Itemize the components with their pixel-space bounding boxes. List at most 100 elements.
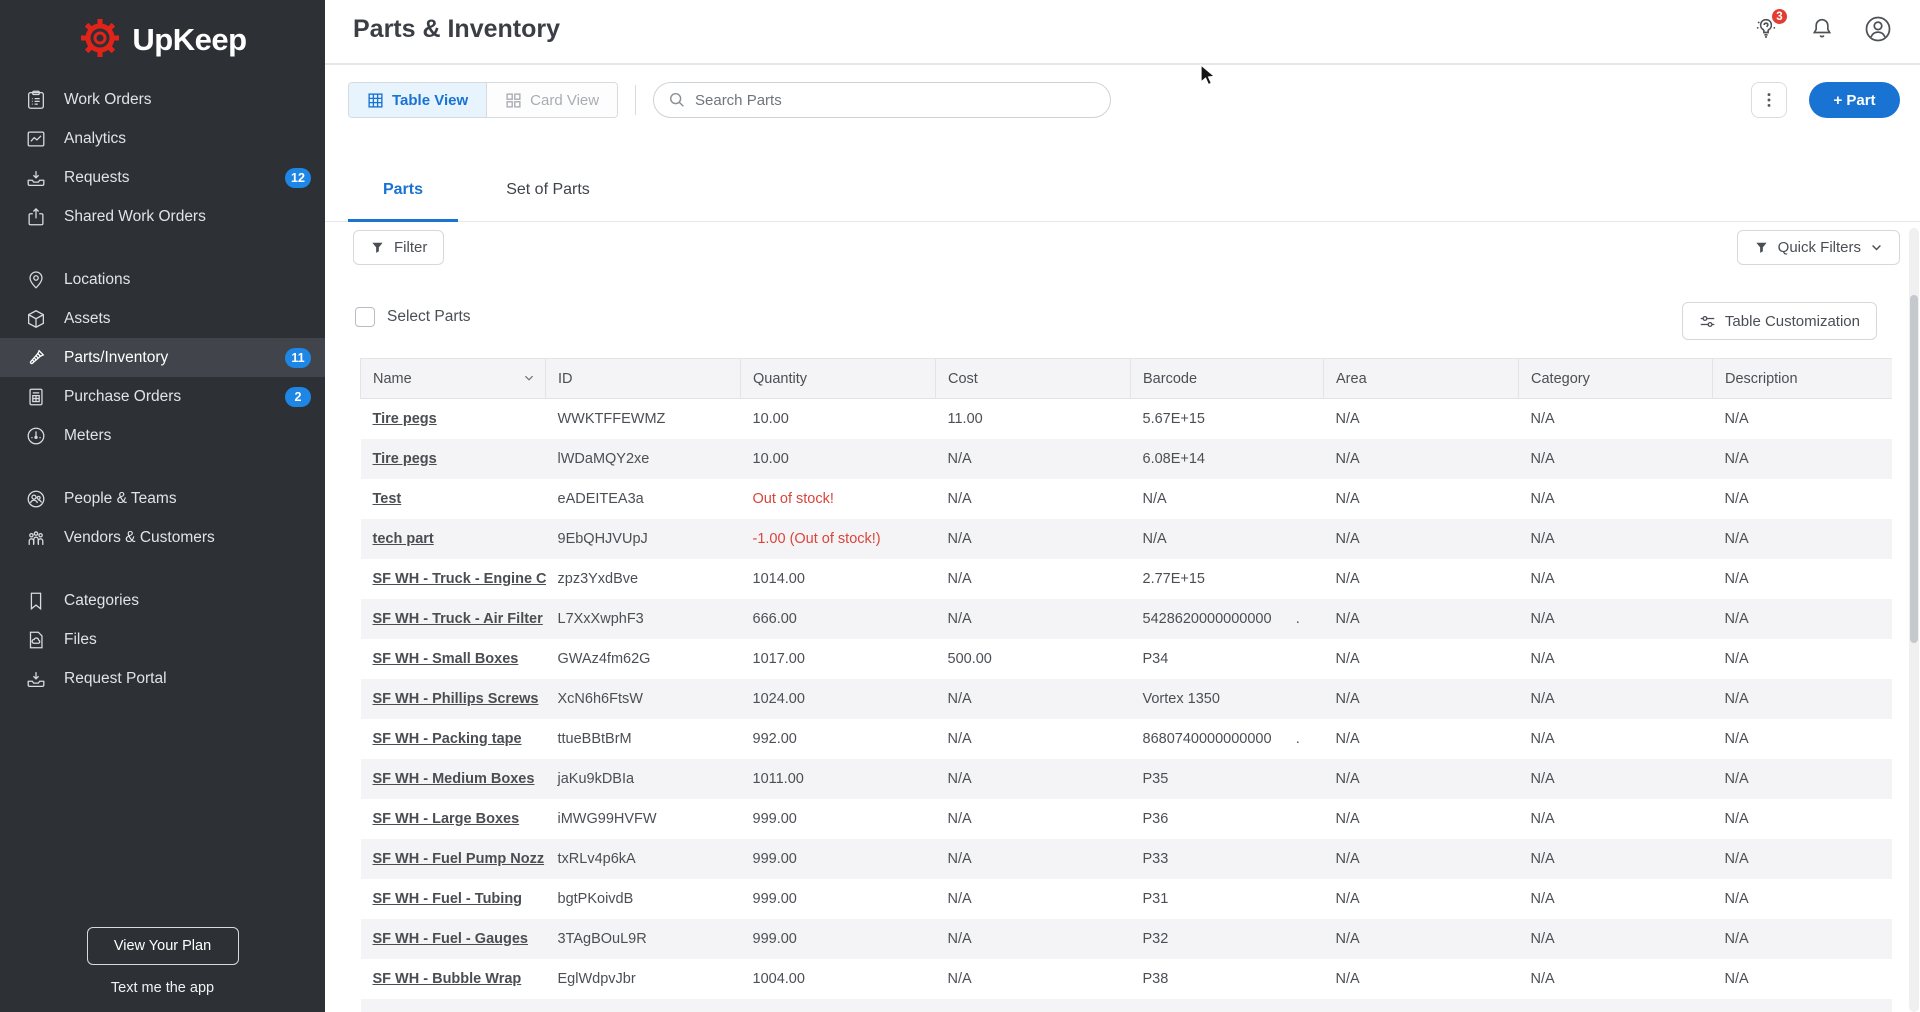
cell-id: WWKTFFEWMZ [557, 410, 666, 427]
part-name-link[interactable]: SF WH - Bubble Wrap [372, 970, 522, 987]
part-name-link[interactable]: SF WH - Truck - Air Filter [372, 610, 543, 627]
part-name-link[interactable]: Tire pegs [372, 410, 437, 427]
column-header-category[interactable]: Category [1518, 358, 1713, 399]
card-view-label: Card View [530, 91, 600, 109]
view-plan-button[interactable]: View Your Plan [86, 927, 239, 965]
table-customization-label: Table Customization [1724, 312, 1860, 330]
account-button[interactable] [1862, 13, 1894, 45]
cell-barcode: 2.77E+15 [1142, 570, 1206, 587]
cell-id: ttueBBtBrM [557, 730, 632, 747]
column-header-area[interactable]: Area [1323, 358, 1519, 399]
search-input[interactable]: Search Parts [653, 82, 1111, 118]
table-row: SF WH - Fuel - Tubing bgtPKoivdB 999.00 N/A… [361, 879, 1893, 919]
sidebar-item-request-portal[interactable]: Request Portal [0, 659, 325, 698]
column-header-id[interactable]: ID [545, 358, 741, 399]
cell-id: txRLv4p6kA [557, 850, 636, 867]
sidebar-item-vendors-customers[interactable]: Vendors & Customers [0, 518, 325, 557]
select-parts-checkbox[interactable] [355, 307, 375, 327]
sliders-icon [1700, 315, 1715, 327]
parts-count-badge: 11 [285, 347, 311, 368]
tips-button[interactable]: 3 [1750, 7, 1789, 45]
cell-id: XcN6h6FtsW [557, 690, 643, 707]
part-name-link[interactable]: SF WH - Medium Boxes [372, 770, 535, 787]
table-row: SF WH - Truck - Air Filter L7XxXwphF3 666.… [360, 598, 1892, 639]
sidebar-item-people-teams[interactable]: People & Teams [0, 479, 325, 518]
sidebar-item-purchase-orders[interactable]: Purchase Orders 2 [0, 377, 325, 416]
cell-description: N/A [1724, 690, 1749, 707]
people-circle-icon [25, 488, 47, 510]
sidebar-item-locations[interactable]: Locations [0, 260, 325, 299]
sidebar-item-analytics[interactable]: Analytics [0, 119, 325, 158]
cell-id: 9EbQHJVUpJ [557, 530, 648, 547]
table-view-button[interactable]: Table View [349, 83, 487, 117]
filter-button[interactable]: Filter [353, 230, 445, 265]
tab-set-of-parts[interactable]: Set of Parts [506, 181, 590, 198]
table-row: SF WH - Fuel - Gauges 3TAgBOuL9R 999.00 N/A… [360, 918, 1892, 959]
cell-cost: 11.00 [947, 410, 983, 427]
cell-category: N/A [1530, 650, 1555, 667]
sidebar-item-parts-inventory[interactable]: Parts/Inventory 11 [0, 338, 325, 377]
part-name-link[interactable]: SF WH - Large Boxes [372, 810, 520, 827]
cell-quantity: 10.00 [752, 450, 789, 467]
cell-cost: N/A [947, 890, 972, 907]
cell-id: MBfc0U3B5Z [546, 999, 741, 1012]
scrollbar-thumb[interactable] [1910, 295, 1918, 643]
cell-area: N/A [1335, 690, 1360, 707]
sidebar-item-files[interactable]: Files [0, 620, 325, 659]
part-name-link[interactable]: SF WH - Phillips Screws [372, 690, 539, 707]
sidebar-item-work-orders[interactable]: Work Orders [0, 80, 325, 119]
column-header-barcode[interactable]: Barcode [1130, 358, 1324, 399]
column-header-cost[interactable]: Cost [935, 358, 1131, 399]
column-header-name[interactable]: Name [360, 358, 546, 399]
text-me-app-link[interactable]: Text me the app [110, 980, 215, 996]
cell-cost: N/A [947, 810, 972, 827]
quick-filters-button[interactable]: Quick Filters [1736, 230, 1900, 265]
part-name-link[interactable]: SF WH - Packing tape [372, 730, 522, 747]
cell-barcode: 5.67E+15 [1142, 410, 1206, 427]
part-name-link[interactable]: SF WH - Truck - Engine C [372, 570, 546, 587]
cell-description: N/A [1724, 890, 1749, 907]
part-name-link[interactable]: Test [372, 490, 402, 507]
part-name-link[interactable]: SF WH - Fuel Pump Nozz [372, 850, 545, 867]
funnel-icon [1756, 242, 1767, 253]
column-header-description[interactable]: Description [1712, 358, 1892, 399]
avatar-icon [1865, 16, 1891, 42]
part-name-link[interactable]: SF WH - Fuel - Gauges [372, 930, 528, 947]
sidebar-item-meters[interactable]: Meters [0, 416, 325, 455]
column-header-quantity[interactable]: Quantity [740, 358, 936, 399]
cell-description: N/A [1724, 610, 1749, 627]
part-name-link[interactable]: SF WH - Fuel - Tubing [372, 890, 523, 907]
sidebar-item-assets[interactable]: Assets [0, 299, 325, 338]
cell-area: N/A [1324, 999, 1519, 1012]
table-row: SF WH - Large Boxes iMWG99HVFW 999.00 N/A P3… [361, 799, 1893, 839]
cell-area: N/A [1335, 530, 1360, 547]
more-options-button[interactable] [1751, 82, 1787, 118]
tab-parts[interactable]: Parts [348, 159, 458, 222]
sidebar-item-requests[interactable]: Requests 12 [0, 158, 325, 197]
part-name-link[interactable]: Tire pegs [372, 450, 437, 467]
cell-quantity: 1017.00 [752, 650, 805, 667]
group-icon [25, 527, 47, 549]
cell-category: N/A [1519, 999, 1713, 1012]
cell-description: N/A [1724, 570, 1749, 587]
main-content: Parts & Inventory 3 [325, 0, 1920, 1012]
part-name-link[interactable]: SF WH - Small Boxes [372, 650, 519, 667]
cell-cost: N/A [947, 570, 972, 587]
part-name-link[interactable]: tech part [372, 530, 434, 547]
sidebar-item-shared-work-orders[interactable]: Shared Work Orders [0, 197, 325, 236]
notifications-button[interactable] [1806, 13, 1838, 45]
sidebar-item-categories[interactable]: Categories [0, 581, 325, 620]
cell-category: N/A [1530, 690, 1555, 707]
cell-cost: N/A [947, 690, 972, 707]
part-name-link[interactable]: SFA WH - Trucks - Fuel [373, 1011, 531, 1012]
table-row: Tire pegs WWKTFFEWMZ 10.00 11.00 5.67E+15 N/A… [361, 399, 1893, 439]
cell-description: N/A [1724, 490, 1749, 507]
cell-quantity: 999.00 [752, 930, 797, 947]
table-row: Tire pegs lWDaMQY2xe 10.00 N/A 6.08E+14 N/A N/… [360, 438, 1892, 479]
cell-description: N/A [1724, 970, 1749, 987]
table-customization-button[interactable]: Table Customization [1681, 302, 1877, 340]
sidebar-item-label: Parts/Inventory [64, 348, 169, 366]
table-row: SFA WH - Trucks - Fuel MBfc0U3B5Z999.0010… [360, 998, 1892, 1012]
card-view-button[interactable]: Card View [486, 83, 618, 117]
add-part-button[interactable]: + Part [1809, 82, 1900, 118]
